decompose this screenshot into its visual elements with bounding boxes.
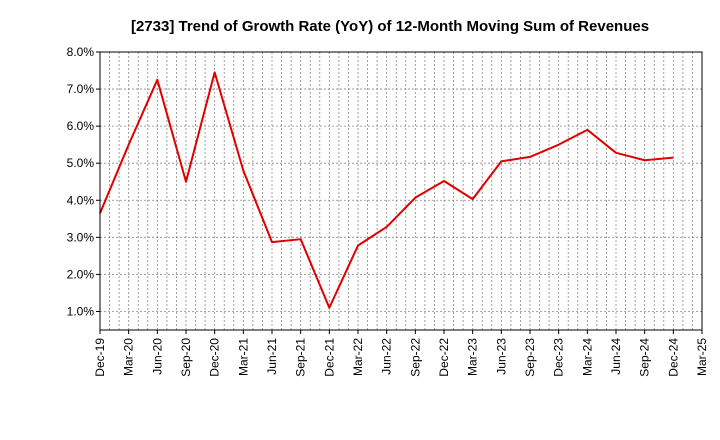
y-tick-label: 5.0% — [67, 156, 95, 170]
x-tick-label: Mar-20 — [122, 338, 136, 376]
x-tick-label: Dec-24 — [666, 338, 680, 377]
x-tick-label: Dec-22 — [437, 338, 451, 377]
x-tick-label: Sep-24 — [638, 338, 652, 377]
x-tick-label: Dec-21 — [322, 338, 336, 377]
y-tick-label: 7.0% — [67, 82, 95, 96]
plot-border — [99, 51, 703, 331]
x-tick-label: Sep-21 — [294, 338, 308, 377]
x-axis: Dec-19 Mar-20 Jun-20 Sep-20 Dec-20 Mar-21 Jun-… — [93, 330, 709, 377]
y-tick-label: 4.0% — [67, 193, 95, 207]
x-tick-label: Jun-22 — [380, 338, 394, 375]
chart-title: [2733] Trend of Growth Rate (YoY) of 12-… — [131, 18, 649, 35]
x-tick-label: Jun-21 — [265, 338, 279, 375]
x-tick-label: Mar-21 — [236, 338, 250, 376]
x-tick-label: Dec-23 — [552, 338, 566, 377]
y-tick-label: 2.0% — [67, 267, 95, 281]
x-tick-label: Jun-24 — [609, 338, 623, 375]
x-tick-label: Mar-25 — [695, 338, 709, 376]
x-tick-label: Jun-23 — [494, 338, 508, 375]
x-tick-label: Dec-20 — [208, 338, 222, 377]
x-tick-label: Mar-23 — [466, 338, 480, 376]
x-tick-label: Sep-22 — [408, 338, 422, 377]
y-tick-label: 8.0% — [67, 45, 95, 59]
x-tick-label: Jun-20 — [150, 338, 164, 375]
x-tick-label: Dec-19 — [93, 338, 107, 377]
y-tick-label: 3.0% — [67, 230, 95, 244]
x-tick-label: Mar-22 — [351, 338, 365, 376]
y-tick-label: 6.0% — [67, 119, 95, 133]
y-axis: 1.0% 2.0% 3.0% 4.0% 5.0% 6.0% 7.0% 8.0% — [67, 45, 100, 318]
plot-area — [99, 51, 703, 331]
y-tick-label: 1.0% — [67, 304, 95, 318]
x-tick-label: Sep-23 — [523, 338, 537, 377]
x-tick-label: Mar-24 — [580, 338, 594, 376]
x-tick-label: Sep-20 — [179, 338, 193, 377]
